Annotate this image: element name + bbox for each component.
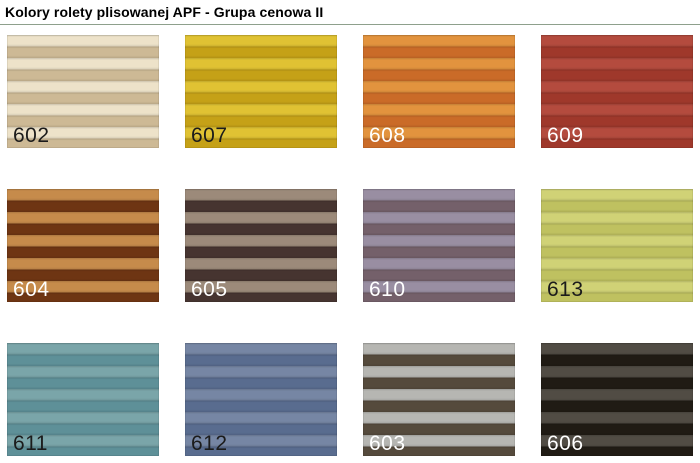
color-swatch: 611 (7, 343, 159, 456)
page-title: Kolory rolety plisowanej APF - Grupa cen… (5, 4, 324, 20)
swatch-code-label: 609 (547, 123, 584, 147)
swatch-code-label: 610 (369, 277, 406, 301)
color-swatch: 607 (185, 35, 337, 148)
color-swatch: 604 (7, 189, 159, 302)
swatch-code-label: 613 (547, 277, 584, 301)
page-header: Kolory rolety plisowanej APF - Grupa cen… (0, 0, 700, 22)
color-swatch: 612 (185, 343, 337, 456)
color-swatch: 603 (363, 343, 515, 456)
color-swatch: 613 (541, 189, 693, 302)
title-divider (0, 24, 700, 25)
swatch-code-label: 603 (369, 431, 406, 455)
swatch-code-label: 607 (191, 123, 228, 147)
swatch-grid: 602 607 608 609 604 605 610 613 611 612 … (0, 25, 700, 456)
color-swatch: 608 (363, 35, 515, 148)
swatch-code-label: 605 (191, 277, 228, 301)
color-swatch: 606 (541, 343, 693, 456)
swatch-code-label: 611 (13, 431, 48, 455)
swatch-code-label: 604 (13, 277, 50, 301)
swatch-code-label: 606 (547, 431, 584, 455)
swatch-code-label: 608 (369, 123, 406, 147)
color-swatch: 609 (541, 35, 693, 148)
swatch-code-label: 602 (13, 123, 50, 147)
swatch-code-label: 612 (191, 431, 228, 455)
color-swatch: 610 (363, 189, 515, 302)
color-swatch: 602 (7, 35, 159, 148)
color-swatch: 605 (185, 189, 337, 302)
